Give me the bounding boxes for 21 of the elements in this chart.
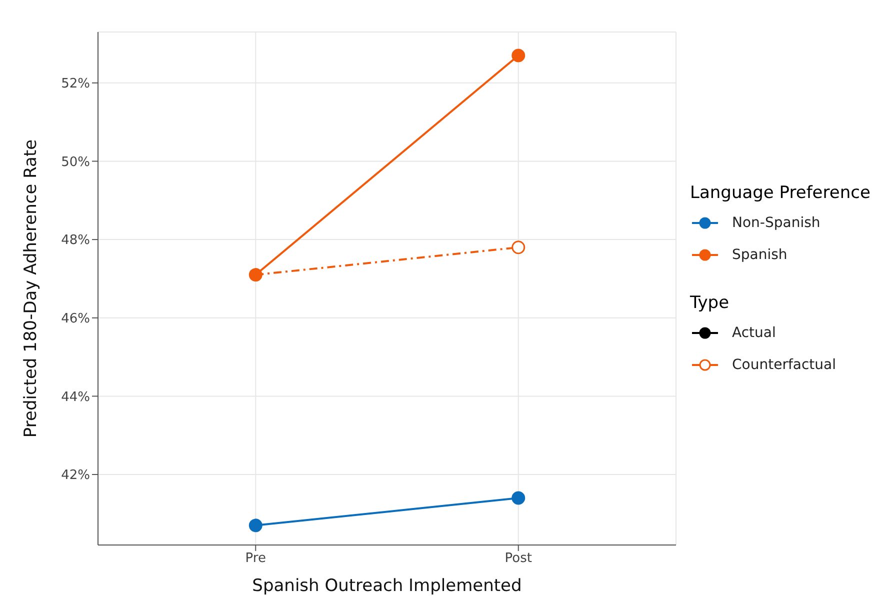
legend-label: Non-Spanish [732, 215, 820, 231]
legend-label: Spanish [732, 247, 788, 263]
y-tick-label: 46% [61, 311, 90, 326]
legend-title: Language Preference [690, 183, 870, 203]
point [512, 491, 526, 505]
y-tick-label: 44% [61, 390, 90, 405]
point [248, 518, 262, 532]
point [512, 240, 526, 254]
legend-label: Counterfactual [732, 357, 836, 373]
y-tick-label: 50% [61, 154, 90, 170]
x-tick-label: Pre [245, 551, 266, 566]
y-tick-label: 42% [61, 468, 90, 484]
point [248, 268, 262, 282]
y-axis-title: Predicted 180-Day Adherence Rate [21, 139, 42, 438]
x-axis-title: Spanish Outreach Implemented [252, 576, 522, 596]
x-tick-label: Post [504, 551, 532, 566]
y-tick-label: 48% [61, 233, 90, 248]
y-tick-label: 52% [61, 76, 90, 92]
legend-label: Actual [732, 325, 776, 341]
point [512, 48, 526, 62]
text: Type [690, 293, 730, 313]
